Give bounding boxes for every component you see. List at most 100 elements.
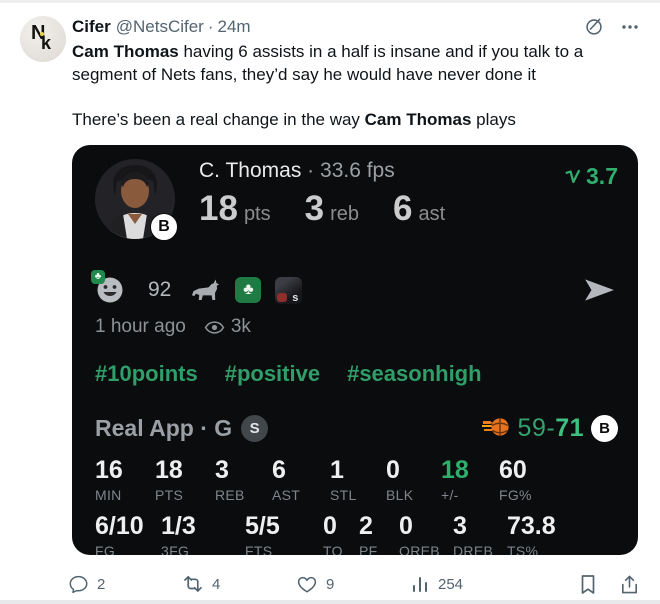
stat-oreb: 0 OREB	[399, 512, 440, 555]
page-bottom-edge	[0, 600, 660, 604]
statline-rebounds: 3 reb	[305, 189, 359, 229]
avatar-column: N k	[20, 16, 72, 601]
statline-ast-value: 6	[393, 189, 413, 228]
stat-blk: 0 BLK	[386, 456, 414, 503]
game-score: 59-71	[518, 414, 584, 443]
more-icon[interactable]	[620, 17, 640, 37]
reaction-count: 92	[148, 278, 172, 301]
reactions-row: ♣ 92 ♣	[91, 270, 618, 307]
stat-3fg: 1/3 3FG	[161, 512, 196, 555]
hashtag-seasonhigh[interactable]: #seasonhigh	[347, 361, 482, 386]
name-separator: ·	[307, 159, 315, 182]
tweet-body-paragraph-1: Cam Thomas having 6 assists in a half is…	[72, 40, 638, 86]
stat-dreb: 3 DREB	[453, 512, 494, 555]
stat-ast: 6 AST	[272, 456, 301, 503]
rating-arrow-icon	[565, 169, 581, 185]
body-text-1: having 6 assists in a half is insane and…	[72, 42, 584, 84]
header-separator: ·	[207, 17, 214, 36]
tweet-body-paragraph-2: There’s been a real change in the way Ca…	[72, 108, 638, 131]
share-icon[interactable]	[619, 574, 640, 595]
stat-reb: 3 REB	[215, 456, 245, 503]
avatar-monogram-n: N	[31, 22, 46, 44]
stats-card[interactable]: B C. Thomas · 33.6 fps 18 pts	[72, 145, 638, 555]
rating-badge: 3.7	[565, 163, 618, 190]
statline-ast-label: ast	[418, 203, 446, 225]
stat-stl: 1 STL	[330, 456, 357, 503]
smiley-clover-badge: ♣	[91, 270, 105, 284]
player-photo: B	[95, 159, 178, 241]
player-statline: 18 pts 3 reb 6 ast	[199, 189, 479, 229]
views-button[interactable]: 254	[410, 574, 524, 594]
send-icon[interactable]	[584, 278, 616, 302]
avatar-monogram-k: k	[41, 33, 52, 53]
stat-plusminus: 18 +/-	[441, 456, 469, 503]
player-photo-image	[95, 159, 175, 239]
action-right-group	[579, 574, 640, 595]
hashtag-10points[interactable]: #10points	[95, 361, 198, 386]
posted-time: 1 hour ago	[95, 316, 186, 337]
avatar-dot	[40, 32, 44, 36]
score-group: 59-71 B	[481, 414, 618, 443]
player-pic-emoji[interactable]	[275, 276, 303, 304]
mention-cam-thomas-2: Cam Thomas	[364, 110, 472, 129]
smiley-emoji[interactable]: ♣	[91, 270, 125, 305]
nets-logo-badge: B	[150, 213, 178, 241]
author-name[interactable]: Cifer	[72, 17, 111, 36]
stat-fg: 6/10 FG	[95, 512, 144, 555]
body-text-2a: There’s been a real change in the way	[72, 110, 365, 129]
grok-icon[interactable]	[584, 17, 604, 37]
page-top-edge	[0, 0, 660, 3]
bookmark-icon[interactable]	[579, 574, 597, 595]
player-info: C. Thomas · 33.6 fps 18 pts 3 reb	[199, 155, 479, 247]
repost-count: 4	[212, 575, 221, 593]
views-eye-icon	[204, 320, 225, 335]
stat-fgpct: 60 FG%	[499, 456, 532, 503]
statline-pts-label: pts	[243, 203, 271, 225]
player-fps: 33.6 fps	[320, 159, 395, 182]
stat-to: 0 TO	[323, 512, 343, 555]
card-meta-row: 1 hour ago 3k	[95, 316, 618, 338]
stat-pts: 18 PTS	[155, 456, 184, 503]
rating-value: 3.7	[586, 163, 618, 189]
hashtags-row: #10points #positive #seasonhigh	[95, 361, 618, 387]
like-button[interactable]: 9	[296, 574, 410, 594]
avatar[interactable]: N k	[20, 16, 66, 62]
stat-tspct: 73.8 TS%	[507, 512, 556, 555]
statline-points: 18 pts	[199, 189, 271, 229]
score-away: 59	[517, 413, 547, 442]
like-count: 9	[326, 575, 335, 593]
stat-min: 16 MIN	[95, 456, 123, 503]
source-name: Real App · G	[95, 414, 233, 441]
player-name: C. Thomas	[199, 159, 302, 182]
stat-pf: 2 PF	[359, 512, 378, 555]
tweet-timestamp[interactable]: 24m	[217, 17, 251, 36]
card-view-count: 3k	[230, 316, 251, 337]
score-dash: -	[546, 413, 556, 442]
reply-count: 2	[97, 575, 106, 593]
tweet-action-bar: 2 4 9	[68, 567, 640, 601]
stats-row-2: 6/10 FG 1/3 3FG 5/5 FTS 0 TO 2 PF 0 OREB 3 DREB…	[95, 512, 618, 555]
clover-emoji[interactable]: ♣	[235, 277, 262, 303]
author-handle[interactable]: @NetsCifer	[115, 17, 204, 36]
header-icons	[584, 17, 640, 37]
statline-reb-value: 3	[304, 189, 325, 228]
statline-reb-label: reb	[330, 203, 359, 225]
source-row: Real App · G S 59-71	[95, 412, 618, 444]
suns-logo-icon	[481, 416, 511, 440]
stat-fts: 5/5 FTS	[245, 512, 280, 555]
statline-assists: 6 ast	[393, 189, 445, 229]
hashtag-positive[interactable]: #positive	[224, 361, 321, 386]
tweet-header: Cifer @NetsCifer · 24m	[72, 16, 640, 37]
goat-emoji[interactable]	[189, 277, 221, 303]
reply-button[interactable]: 2	[68, 574, 182, 595]
clover-square: ♣	[235, 277, 262, 303]
view-count: 254	[438, 575, 464, 593]
tweet-content: Cifer @NetsCifer · 24m	[69, 16, 640, 601]
stats-row-1: 16 MIN 18 PTS 3 REB 6 AST 1 STL 0 BLK 18 +/- 60…	[95, 456, 618, 503]
player-name-row: C. Thomas · 33.6 fps	[199, 159, 479, 183]
source-badge: S	[241, 414, 269, 442]
repost-button[interactable]: 4	[182, 574, 296, 594]
body-text-2b: plays	[471, 110, 516, 129]
mention-cam-thomas: Cam Thomas	[72, 42, 179, 61]
